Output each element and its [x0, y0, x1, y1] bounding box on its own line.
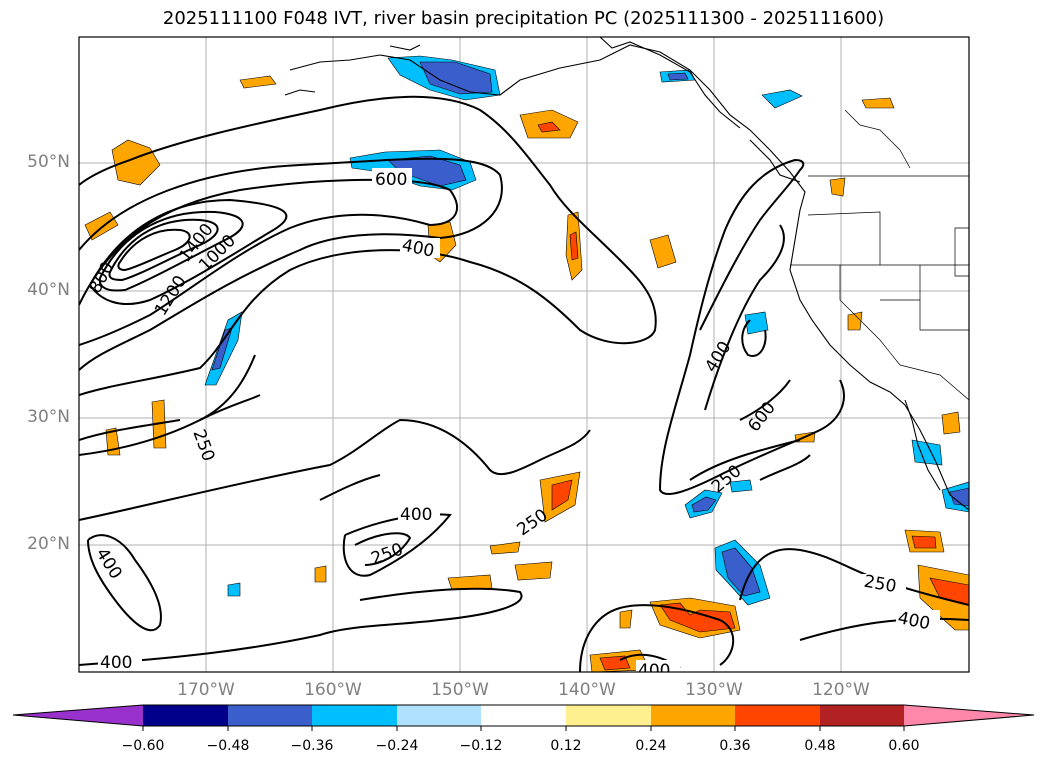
colorbar-tick-label: 0.36	[719, 738, 751, 754]
colorbar-segment-10	[904, 705, 1034, 726]
colorbar-tick-label: 0.48	[804, 738, 836, 754]
contour-label-400-bottom-left: 400	[100, 653, 132, 673]
coastlines	[284, 37, 969, 511]
colorbar-segment-0	[13, 705, 143, 726]
political-borders	[790, 109, 969, 401]
map-title: 2025111100 F048 IVT, river basin precipi…	[162, 8, 885, 29]
lat-label-40n: 40°N	[27, 280, 70, 300]
contour-label-400-center: 400	[400, 505, 432, 525]
contour-label-600-north: 600	[375, 170, 407, 190]
colorbar-tick-label: 0.24	[635, 738, 667, 754]
colorbar-segment-6	[566, 705, 651, 726]
lon-label-150w: 150°W	[431, 680, 489, 700]
colorbar-tick-label: −0.12	[459, 738, 503, 754]
colorbar-tick-label: −0.60	[121, 738, 165, 754]
colorbar-segment-8	[735, 705, 820, 726]
colorbar-segment-4	[397, 705, 481, 726]
precip-positive-patches	[84, 75, 969, 672]
colorbar-segment-2	[228, 705, 312, 726]
lon-label-120w: 120°W	[812, 680, 870, 700]
colorbar-segment-7	[651, 705, 735, 726]
lat-label-50n: 50°N	[27, 152, 70, 172]
map-frame	[78, 36, 970, 673]
lon-label-170w: 170°W	[177, 680, 235, 700]
colorbar-tick-label: 0.12	[550, 738, 582, 754]
colorbar-segment-3	[312, 705, 397, 726]
lon-label-160w: 160°W	[304, 680, 362, 700]
colorbar-segment-1	[143, 705, 228, 726]
precip-negative-patches	[204, 55, 969, 606]
lat-label-20n: 20°N	[27, 534, 70, 554]
lon-label-130w: 130°W	[685, 680, 743, 700]
colorbar	[12, 704, 1035, 731]
colorbar-tick-label: −0.48	[206, 738, 250, 754]
contour-label-400-bottom: 400	[638, 661, 670, 681]
colorbar-tick-label: 0.60	[888, 738, 920, 754]
colorbar-tick-label: −0.36	[290, 738, 334, 754]
colorbar-tick-label: −0.24	[375, 738, 419, 754]
colorbar-segment-9	[820, 705, 904, 726]
gridlines	[79, 37, 969, 672]
lon-label-140w: 140°W	[558, 680, 616, 700]
lat-label-30n: 30°N	[27, 407, 70, 427]
colorbar-segment-5	[481, 705, 566, 726]
